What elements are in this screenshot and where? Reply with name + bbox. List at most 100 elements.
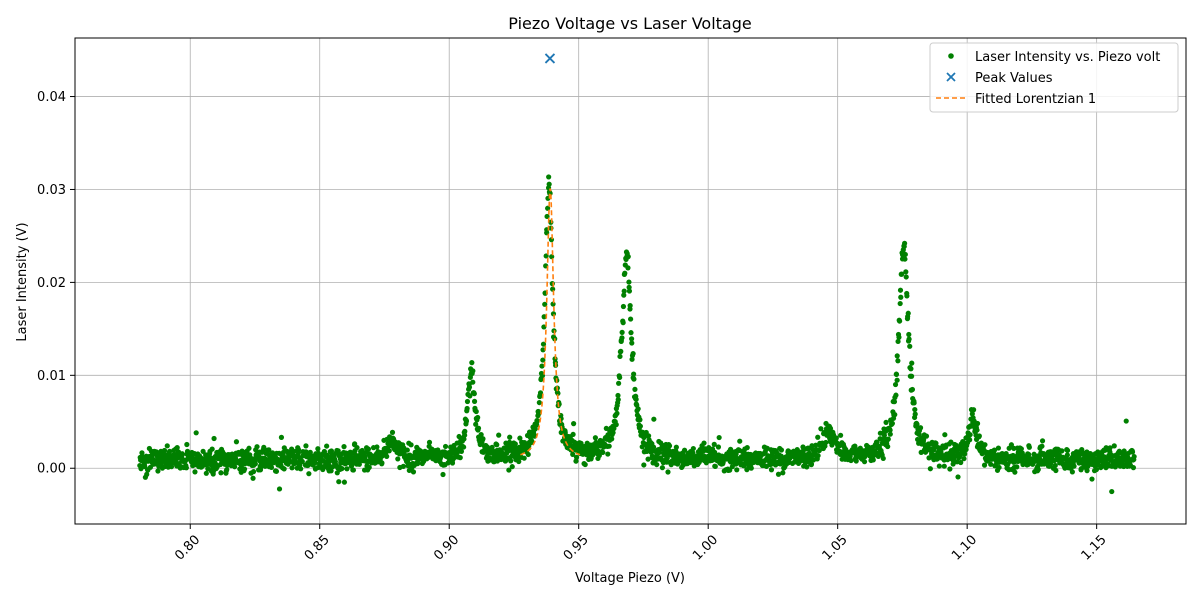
- y-tick-label: 0.03: [37, 183, 66, 198]
- scatter-point: [1039, 438, 1046, 444]
- scatter-point: [880, 455, 886, 462]
- scatter-point: [907, 343, 913, 349]
- scatter-point: [473, 408, 479, 415]
- legend-entry-peak: Peak Values: [975, 71, 1053, 86]
- scatter-point: [536, 411, 542, 417]
- scatter-point: [458, 448, 465, 454]
- scatter-point: [780, 470, 786, 476]
- y-tick-label: 0.01: [37, 369, 66, 384]
- scatter-point: [324, 443, 330, 449]
- scatter-point: [464, 405, 470, 412]
- legend-entry-scatter: Laser Intensity vs. Piezo volt: [975, 50, 1160, 65]
- scatter-point: [464, 398, 471, 405]
- scatter-point: [891, 399, 898, 405]
- scatter-point: [827, 425, 834, 432]
- scatter-point: [184, 441, 190, 448]
- scatter-point: [1129, 449, 1136, 455]
- scatter-point: [737, 438, 743, 444]
- scatter-point: [981, 462, 988, 468]
- scatter-point: [471, 391, 477, 397]
- scatter-point: [971, 407, 977, 413]
- scatter-point: [461, 444, 467, 450]
- scatter-point: [633, 396, 639, 402]
- scatter-point: [619, 329, 625, 335]
- scatter-point: [273, 468, 280, 474]
- scatter-point: [605, 451, 611, 457]
- scatter-point: [466, 384, 473, 390]
- scatter-point: [1084, 468, 1090, 474]
- scatter-point: [534, 418, 541, 424]
- scatter-point: [1039, 443, 1045, 449]
- scatter-point: [250, 475, 256, 481]
- scatter-point: [815, 453, 821, 459]
- scatter-point: [947, 466, 953, 472]
- scatter-point: [622, 270, 628, 276]
- scatter-point: [1052, 462, 1058, 469]
- scatter-point: [461, 436, 467, 442]
- scatter-point: [537, 390, 544, 396]
- scatter-point: [161, 447, 168, 454]
- scatter-point: [508, 458, 514, 464]
- scatter-point: [335, 448, 341, 454]
- scatter-point: [894, 377, 900, 383]
- series-laser-intensity: [137, 174, 1137, 495]
- scatter-point: [625, 254, 631, 260]
- scatter-point: [627, 303, 633, 309]
- scatter-point: [298, 466, 304, 472]
- scatter-point: [303, 443, 309, 449]
- scatter-point: [516, 458, 522, 465]
- scatter-point: [955, 474, 961, 480]
- scatter-point: [573, 458, 579, 464]
- scatter-point: [917, 425, 924, 431]
- scatter-point: [631, 371, 637, 377]
- scatter-point: [898, 294, 904, 300]
- scatter-point: [299, 458, 305, 465]
- scatter-point: [266, 447, 272, 453]
- scatter-point: [690, 445, 696, 452]
- scatter-point: [1107, 445, 1113, 451]
- scatter-point: [909, 373, 915, 379]
- scatter-point: [1093, 466, 1100, 473]
- scatter-point: [629, 336, 635, 342]
- scatter-point: [967, 432, 973, 438]
- scatter-point: [904, 293, 910, 299]
- scatter-point: [521, 455, 527, 461]
- scatter-point: [321, 448, 327, 455]
- scatter-point: [509, 464, 515, 470]
- scatter-point: [620, 303, 627, 310]
- scatter-point: [666, 443, 673, 449]
- scatter-point: [295, 447, 302, 453]
- scatter-point: [908, 366, 914, 372]
- scatter-point: [144, 471, 150, 477]
- scatter-point: [315, 450, 322, 456]
- scatter-point: [389, 429, 396, 435]
- scatter-point: [506, 467, 512, 473]
- scatter-point: [344, 466, 350, 472]
- scatter-point: [635, 406, 641, 412]
- scatter-point: [621, 288, 627, 294]
- scatter-point: [626, 279, 632, 285]
- scatter-point: [555, 390, 561, 396]
- scatter-point: [626, 284, 632, 290]
- peak-marker: [544, 53, 556, 64]
- scatter-point: [645, 456, 651, 462]
- scatter-point: [903, 269, 909, 275]
- scatter-point: [546, 181, 552, 187]
- scatter-point: [350, 467, 357, 473]
- scatter-point: [734, 467, 740, 473]
- scatter-point: [542, 301, 548, 307]
- scatter-point: [911, 400, 917, 406]
- legend-entry-fit: Fitted Lorentzian 1: [975, 92, 1096, 107]
- scatter-point: [610, 430, 616, 436]
- scatter-point: [902, 256, 908, 262]
- scatter-point: [1089, 476, 1095, 482]
- scatter-point: [838, 432, 844, 438]
- scatter-point: [629, 356, 635, 362]
- scatter-point: [352, 441, 358, 447]
- scatter-point: [626, 288, 633, 294]
- scatter-point: [336, 479, 342, 485]
- scatter-point: [711, 441, 717, 447]
- scatter-point: [1035, 466, 1041, 473]
- scatter-point: [570, 451, 576, 457]
- scatter-point: [540, 357, 546, 363]
